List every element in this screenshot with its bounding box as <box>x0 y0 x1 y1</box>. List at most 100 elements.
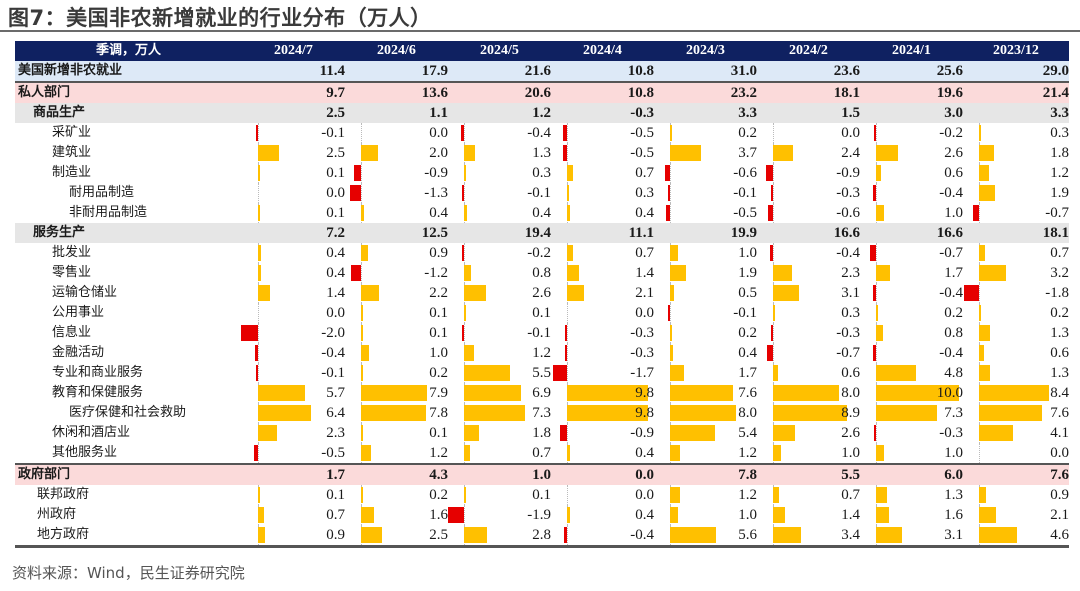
positive-bar <box>979 385 1049 401</box>
value-cell: -0.1 <box>448 183 551 203</box>
value-cell: 1.7 <box>654 363 757 383</box>
value-cell: -0.4 <box>860 343 963 363</box>
positive-bar <box>567 165 573 181</box>
value-cell: 1.8 <box>448 423 551 443</box>
value-label: -0.9 <box>836 165 860 181</box>
positive-bar <box>361 285 380 301</box>
positive-bar <box>979 245 985 261</box>
positive-bar <box>361 425 363 441</box>
value-label: 1.0 <box>841 445 860 461</box>
value-cell: 0.1 <box>448 303 551 323</box>
positive-bar <box>361 205 365 221</box>
value-label: -1.2 <box>424 265 448 281</box>
value-cell: 1.0 <box>860 443 963 464</box>
value-cell: 2.2 <box>345 283 448 303</box>
value-label: 20.6 <box>524 85 551 101</box>
bar-zero-axis <box>361 183 362 203</box>
positive-bar <box>464 145 475 161</box>
value-cell: 6.9 <box>448 383 551 403</box>
value-label: 3.1 <box>944 527 963 543</box>
value-label: 0.0 <box>429 125 448 141</box>
value-label: 10.0 <box>936 385 963 401</box>
bar-zero-axis <box>464 183 465 203</box>
positive-bar <box>979 365 990 381</box>
negative-bar <box>770 325 773 341</box>
row-label: 运输仓储业 <box>52 285 118 300</box>
positive-bar <box>464 285 486 301</box>
negative-bar <box>559 425 567 441</box>
value-label: -0.4 <box>321 345 345 361</box>
value-cell: 2.5 <box>242 143 345 163</box>
value-cell: 0.1 <box>448 485 551 505</box>
value-cell: -0.3 <box>757 323 860 343</box>
bar-zero-axis <box>876 343 877 363</box>
positive-bar <box>361 405 426 421</box>
value-cell: 8.9 <box>757 403 860 423</box>
positive-bar <box>979 185 995 201</box>
value-label: -0.3 <box>630 105 654 121</box>
table-row: 休闲和酒店业 2.3 0.1 1.8 -0.9 5.4 2.6 -0.3 4.1 <box>15 423 1069 443</box>
value-cell: 1.4 <box>242 283 345 303</box>
value-label: 6.4 <box>326 405 345 421</box>
value-cell: -0.3 <box>551 103 654 123</box>
column-header: 2024/6 <box>345 41 448 61</box>
value-label: 11.1 <box>628 225 654 241</box>
value-cell: 0.1 <box>345 303 448 323</box>
value-label: 3.3 <box>738 105 757 121</box>
value-label: 0.2 <box>429 365 448 381</box>
value-label: 0.6 <box>944 165 963 181</box>
value-cell: 1.2 <box>963 163 1069 183</box>
value-cell: 10.0 <box>860 383 963 403</box>
table-row: 服务生产 7.2 12.5 19.4 11.1 19.9 16.6 16.6 18.1 <box>15 223 1069 243</box>
bar-zero-axis <box>670 183 671 203</box>
value-label: 23.6 <box>833 63 860 79</box>
value-label: -0.4 <box>939 285 963 301</box>
value-cell: 0.4 <box>551 203 654 223</box>
value-cell: 0.0 <box>242 303 345 323</box>
value-label: 0.1 <box>326 205 345 221</box>
positive-bar <box>361 487 363 503</box>
value-label: 0.7 <box>635 245 654 261</box>
bar-zero-axis <box>464 123 465 143</box>
value-cell: 4.8 <box>860 363 963 383</box>
value-cell: 1.0 <box>654 505 757 525</box>
value-cell: 4.3 <box>345 463 448 485</box>
value-cell: 5.7 <box>242 383 345 403</box>
row-label: 联邦政府 <box>37 487 90 502</box>
value-label: -0.4 <box>939 185 963 201</box>
value-cell: 23.6 <box>757 61 860 82</box>
positive-bar <box>979 425 1014 441</box>
value-cell: 16.6 <box>757 223 860 243</box>
row-label: 商品生产 <box>15 103 242 123</box>
positive-bar <box>464 445 470 461</box>
positive-bar <box>773 445 782 461</box>
value-cell: 1.2 <box>654 443 757 464</box>
figure-title: 图7：美国非农新增就业的行业分布（万人） <box>8 6 432 30</box>
value-label: -0.1 <box>733 305 757 321</box>
bar-zero-axis <box>567 525 568 545</box>
value-label: 0.5 <box>738 285 757 301</box>
value-label: 12.5 <box>421 225 448 241</box>
negative-bar <box>768 205 773 221</box>
value-label: 4.1 <box>1050 425 1069 441</box>
bar-zero-axis <box>567 363 568 383</box>
negative-bar <box>973 205 979 221</box>
value-cell: 1.9 <box>654 263 757 283</box>
value-label: 1.2 <box>738 487 757 503</box>
value-label: 1.1 <box>429 105 448 121</box>
value-label: 2.2 <box>429 285 448 301</box>
value-label: 0.9 <box>429 245 448 261</box>
value-cell: 0.7 <box>963 243 1069 263</box>
positive-bar <box>258 425 278 441</box>
value-label: -0.4 <box>630 527 654 543</box>
positive-bar <box>258 145 279 161</box>
value-label: 9.8 <box>635 405 654 421</box>
value-label: 0.4 <box>635 445 654 461</box>
value-cell: 3.3 <box>654 103 757 123</box>
positive-bar <box>361 527 382 543</box>
value-cell: 5.5 <box>757 463 860 485</box>
positive-bar <box>464 487 466 503</box>
positive-bar <box>773 405 847 421</box>
value-cell: 0.2 <box>345 363 448 383</box>
negative-bar <box>964 285 979 301</box>
